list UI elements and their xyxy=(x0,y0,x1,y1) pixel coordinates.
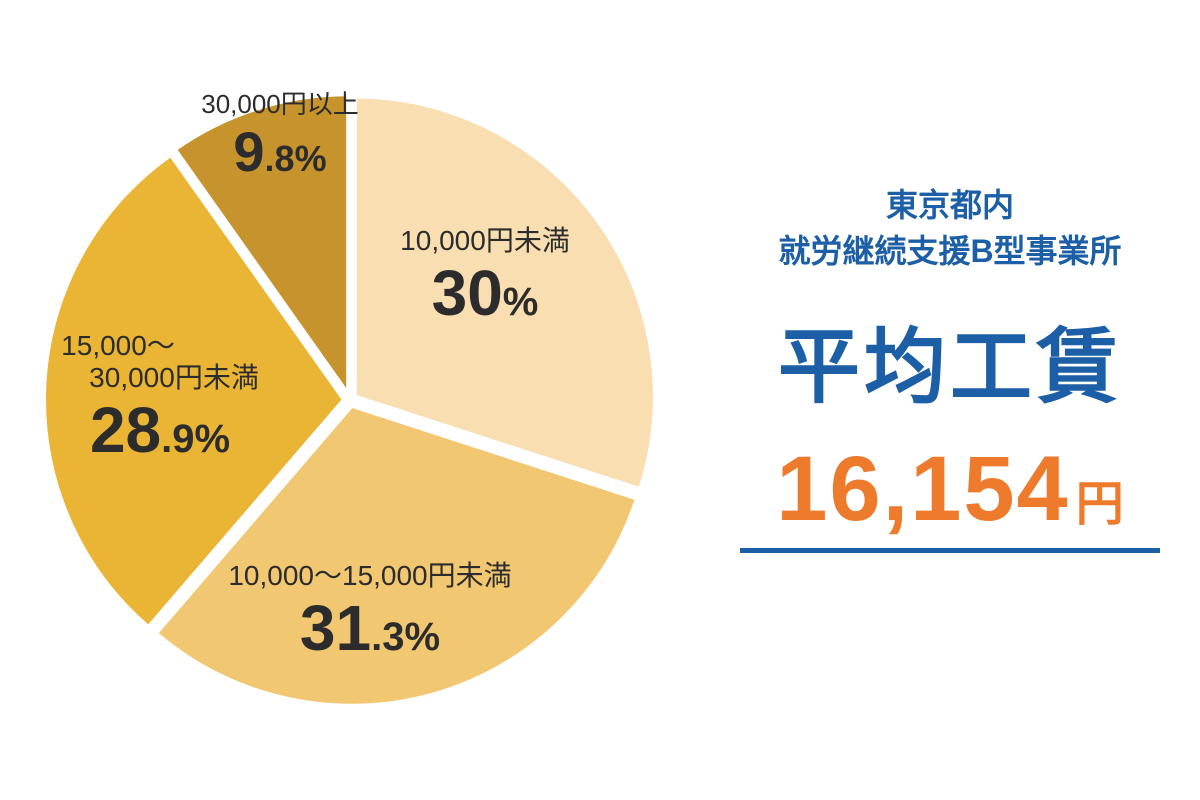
slice-label-s4: 30,000円以上9.8% xyxy=(201,90,359,184)
slice-category: 15,000〜 30,000円未満 xyxy=(61,330,259,394)
slice-label-s1: 10,000円未満30% xyxy=(400,225,570,331)
average-wage-amount: 16,154円 xyxy=(740,437,1160,542)
slice-category: 30,000円以上 xyxy=(201,90,359,120)
summary-line-1: 東京都内 xyxy=(740,180,1160,226)
slice-percent: 28.9% xyxy=(61,394,259,468)
slice-percent: 31.3% xyxy=(228,592,511,666)
infographic-stage: 10,000円未満30% 10,000〜15,000円未満31.3% 15,000〜… xyxy=(0,0,1200,800)
summary-line-2: 就労継続支援B型事業所 xyxy=(740,226,1160,272)
amount-unit: 円 xyxy=(1076,478,1124,531)
slice-label-s2: 10,000〜15,000円未満31.3% xyxy=(228,560,511,666)
slice-label-s3: 15,000〜 30,000円未満28.9% xyxy=(61,330,259,468)
slice-category: 10,000円未満 xyxy=(400,225,570,257)
slice-percent: 9.8% xyxy=(201,120,359,184)
amount-number: 16,154 xyxy=(776,438,1069,540)
summary-panel: 東京都内 就労継続支援B型事業所 平均工賃 16,154円 xyxy=(740,180,1160,553)
amount-underline xyxy=(740,548,1160,553)
slice-category: 10,000〜15,000円未満 xyxy=(228,560,511,592)
average-wage-label: 平均工賃 xyxy=(740,300,1160,419)
slice-percent: 30% xyxy=(400,257,570,331)
